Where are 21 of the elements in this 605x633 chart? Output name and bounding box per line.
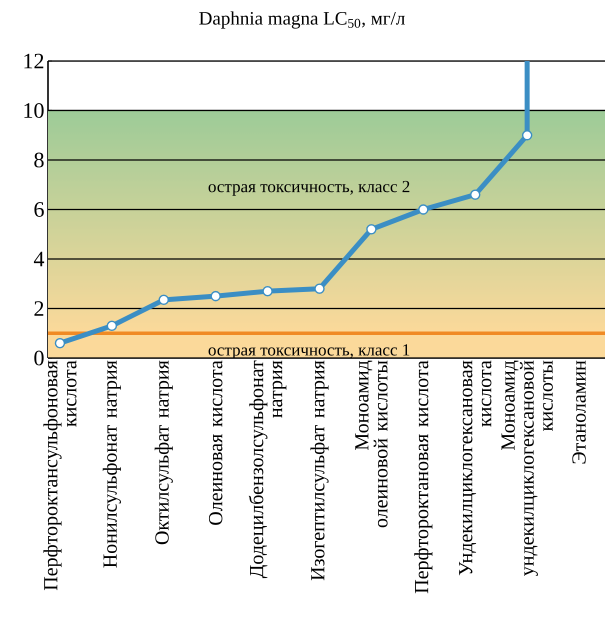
chart-title: Daphnia magna LC$_{50}$, мг/л (199, 11, 405, 29)
y-tick-label: 2 (34, 301, 44, 316)
x-tick-label: Изогептилсульфат натрия (310, 360, 329, 580)
band-label: острая токсичность, класс 2 (208, 180, 410, 196)
x-tick-label: Моноамид олеиновой кислоты (355, 360, 388, 528)
x-tick-label: Этаноламин (572, 360, 586, 464)
x-tick-label: Перфтороктановая кислота (414, 360, 432, 594)
x-tick-label: Олеиновая кислота (208, 360, 222, 525)
y-tick-label: 12 (24, 54, 44, 68)
x-tick-label: Моноамид ундекилциклогексановой кислоты (502, 360, 553, 576)
y-tick-label: 0 (34, 350, 44, 366)
x-tick-label: Нонилсульфонат натрия (102, 360, 121, 568)
y-tick-label: 6 (34, 202, 44, 217)
x-tick-label: Октилсульфат натрия (154, 360, 173, 544)
y-tick-label: 8 (34, 152, 44, 168)
y-tick-label: 4 (34, 252, 44, 266)
band-label: острая токсичность, класс 1 (208, 344, 410, 360)
y-tick-label: 10 (24, 103, 44, 118)
x-tick-label: Додецилбензолсульфонат натрия (248, 360, 286, 578)
x-tick-label: Перфтороктансульфоновая кислота (43, 360, 76, 590)
x-tick-label: Ундекилциклогексановая кислота (459, 360, 492, 576)
